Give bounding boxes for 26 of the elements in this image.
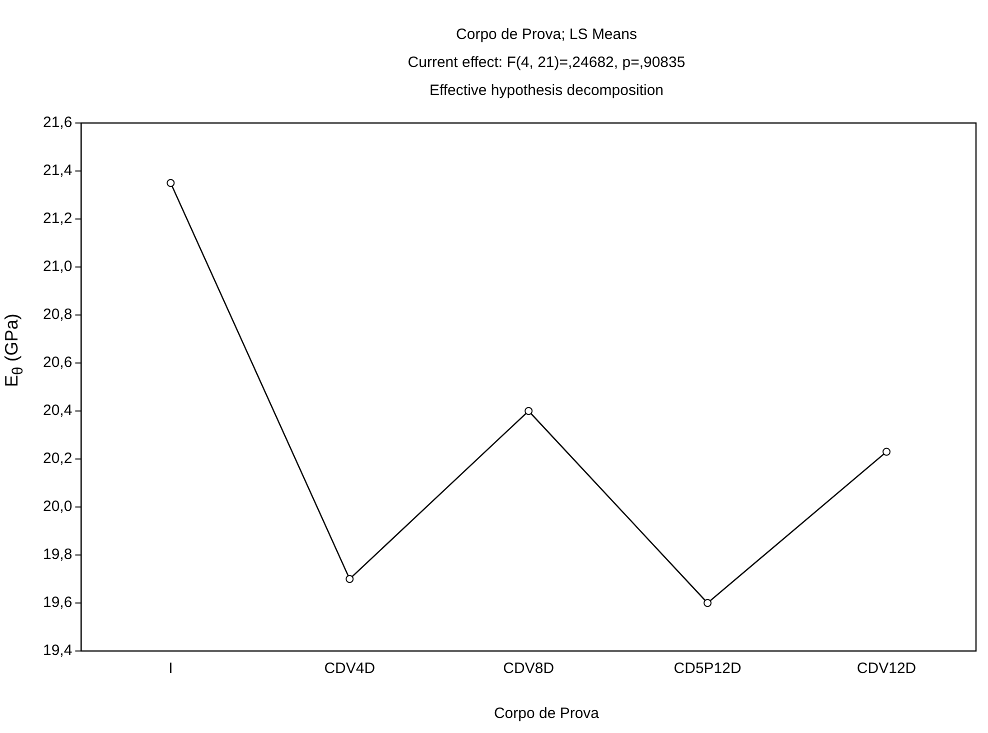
y-tick-label: 20,4 [42, 402, 72, 420]
point [704, 599, 712, 607]
y-tick-label: 19,6 [42, 594, 72, 612]
point [346, 575, 354, 583]
y-tick-label: 21,6 [42, 114, 72, 132]
y-tick-label: 19,8 [42, 546, 72, 564]
y-tick-label: 20,2 [42, 450, 72, 468]
y-tick-label: 19,4 [42, 642, 72, 660]
point [166, 179, 175, 187]
x-tick-label: CDV8D [503, 660, 554, 678]
point [882, 448, 891, 456]
chart-title: Corpo de Prova; LS Means [455, 26, 638, 43]
x-tick-label: CDV4D [324, 660, 376, 678]
x-tick-label: CDV12D [856, 660, 916, 678]
y-tick-label: 21,2 [42, 210, 72, 228]
x-axis-title: Corpo de Prova [492, 705, 600, 722]
chart-subtitle: Current effect: F(4, 21)=,24682, p=,90835 [406, 54, 686, 71]
y-tick-label: 21,4 [42, 162, 72, 180]
y-tick-label: 20,0 [42, 498, 72, 516]
y-tick-label: 20,8 [42, 306, 72, 324]
y-tick-label: 20,6 [42, 354, 72, 372]
text: Effective hypothesis decomposition [428, 82, 665, 99]
point [524, 407, 533, 415]
y-tick-label: 21,0 [42, 258, 72, 276]
x-tick-label: CD5P12D [674, 660, 742, 678]
x-tick-label: I [168, 660, 173, 678]
